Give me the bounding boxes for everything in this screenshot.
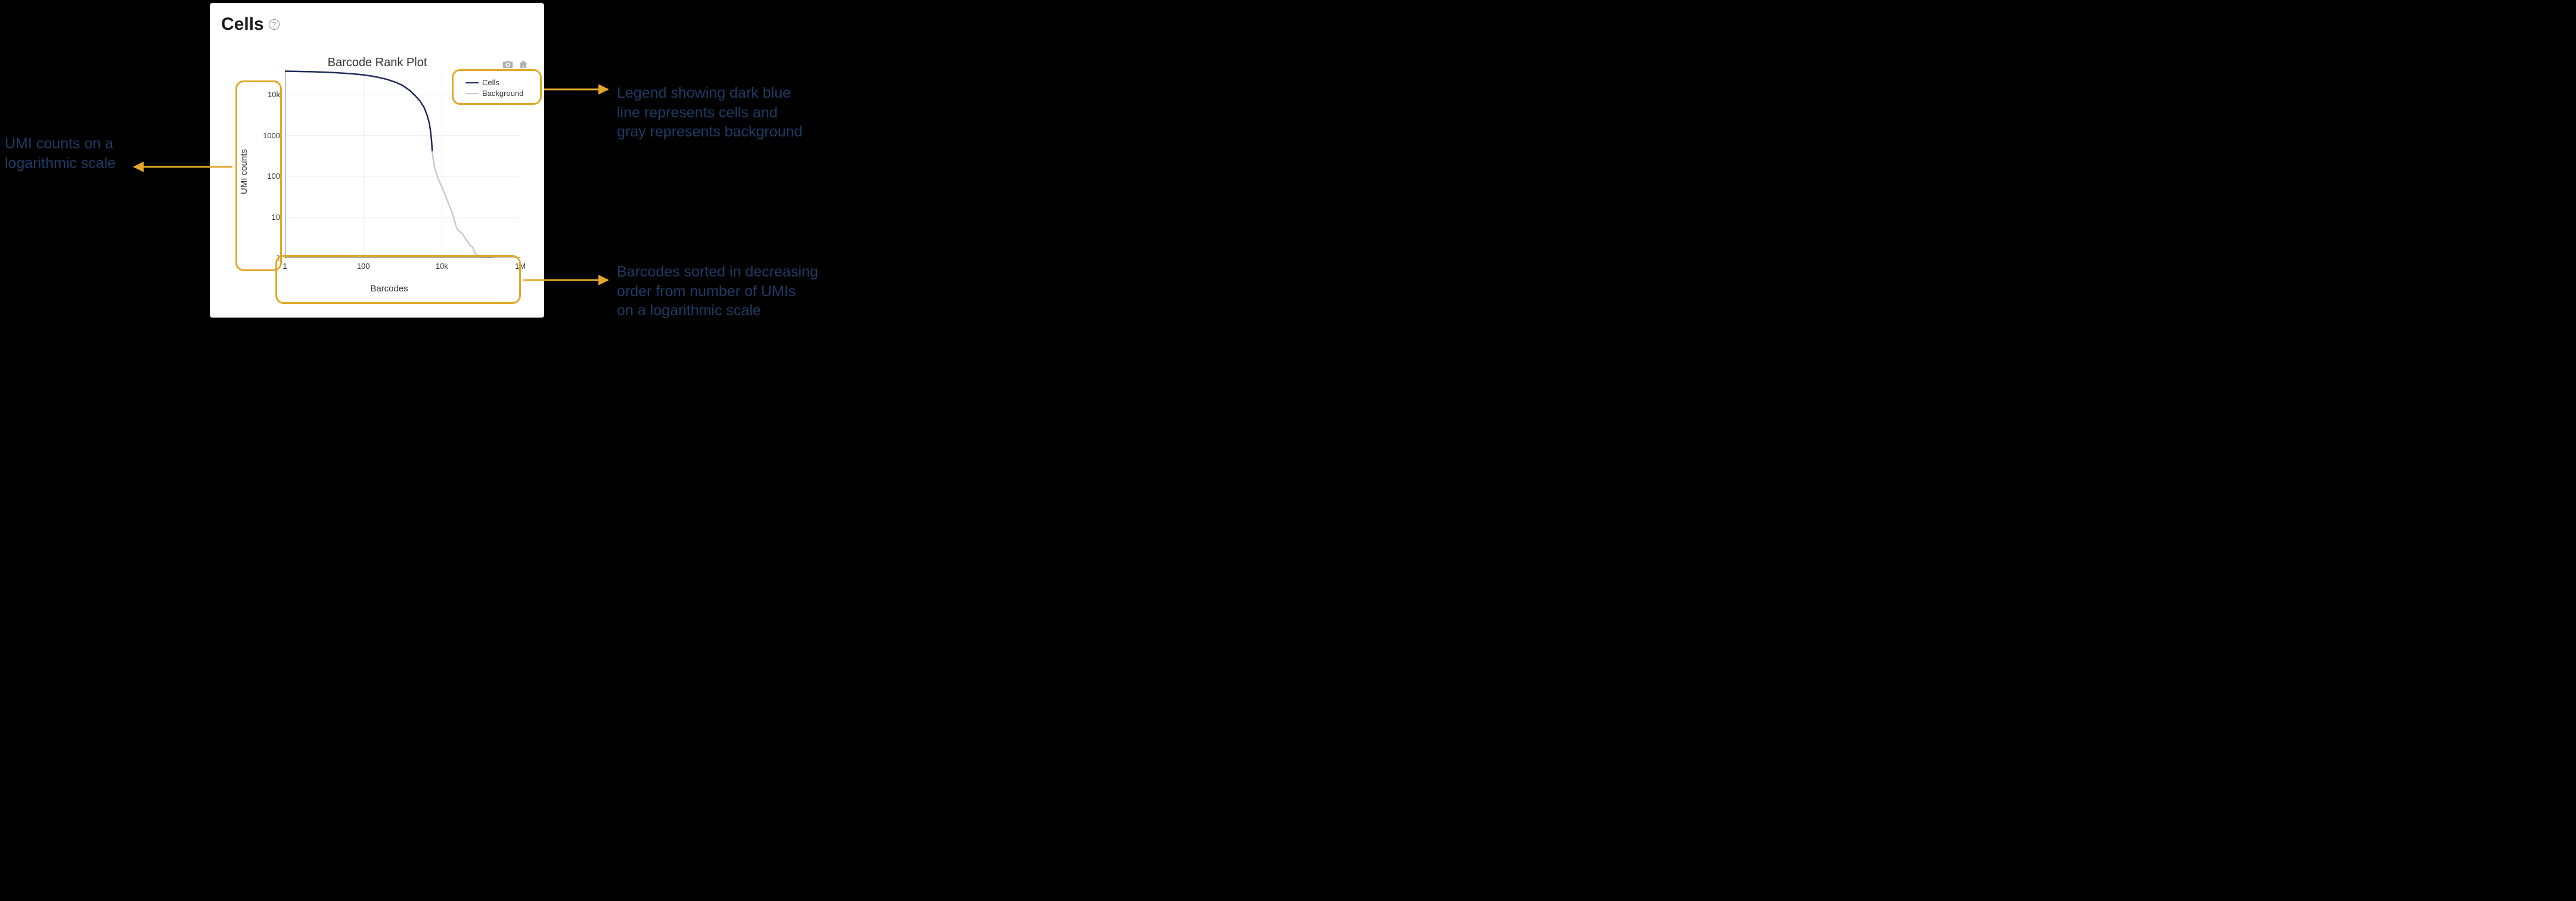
annotation-y-axis-note: UMI counts on alogarithmic scale	[5, 134, 116, 173]
arrow-layer	[0, 0, 1031, 361]
annotation-x-axis-note: Barcodes sorted in decreasingorder from …	[617, 262, 818, 321]
annotation-legend-note: Legend showing dark blueline represents …	[617, 83, 802, 142]
